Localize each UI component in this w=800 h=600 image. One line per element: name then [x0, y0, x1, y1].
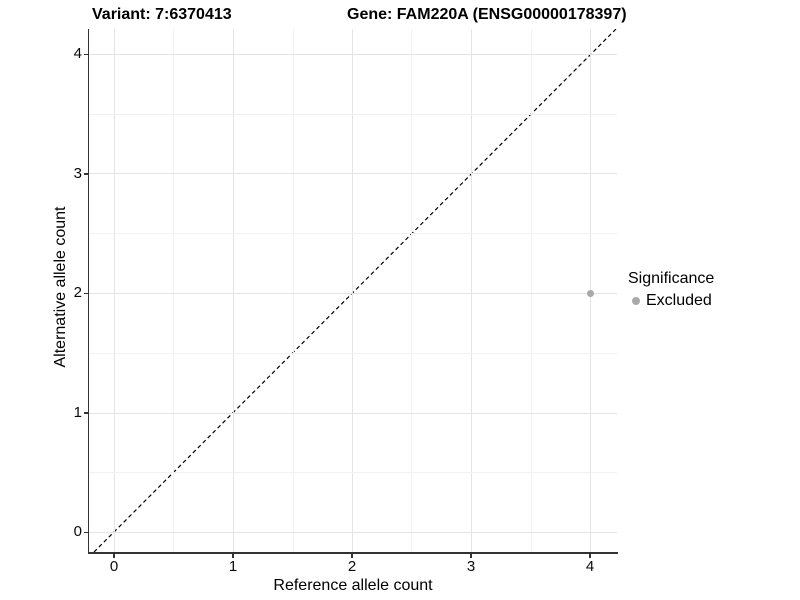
- gridline-minor: [173, 29, 174, 552]
- legend-item-label: Excluded: [646, 292, 712, 309]
- y-axis-line: [87, 29, 89, 554]
- gridline-minor: [531, 29, 532, 552]
- data-point: [586, 289, 594, 297]
- legend: Significance Excluded: [628, 269, 798, 310]
- gridline-major: [89, 532, 617, 533]
- y-tick: [84, 292, 89, 294]
- x-tick-label: 3: [466, 558, 476, 575]
- gridline-minor: [411, 29, 412, 552]
- identity-dashed-line: [93, 29, 617, 552]
- x-tick: [113, 553, 115, 558]
- gridline-minor: [89, 233, 617, 234]
- gridline-minor: [89, 472, 617, 473]
- y-tick-label: 2: [73, 284, 82, 301]
- x-tick: [232, 553, 234, 558]
- gridline-major: [233, 29, 234, 552]
- gridline-major: [89, 413, 617, 414]
- y-tick: [84, 173, 89, 175]
- y-tick-label: 4: [73, 45, 82, 62]
- x-tick: [351, 553, 353, 558]
- x-tick: [589, 553, 591, 558]
- excluded-point-icon: [632, 297, 640, 305]
- y-tick-label: 1: [73, 404, 82, 421]
- y-tick-label: 3: [73, 165, 82, 182]
- gridline-major: [114, 29, 115, 552]
- y-tick: [84, 412, 89, 414]
- y-tick-label: 0: [73, 523, 82, 540]
- plot-title-variant: Variant: 7:6370413: [92, 6, 232, 23]
- gridline-minor: [293, 29, 294, 552]
- x-tick-label: 4: [585, 558, 595, 575]
- y-tick: [84, 53, 89, 55]
- y-tick: [84, 531, 89, 533]
- x-tick-label: 1: [228, 558, 238, 575]
- gridline-major: [89, 54, 617, 55]
- x-tick: [470, 553, 472, 558]
- gridline-major: [89, 293, 617, 294]
- y-axis-title: Alternative allele count: [52, 206, 69, 368]
- x-tick-label: 0: [109, 558, 119, 575]
- gridline-minor: [89, 114, 617, 115]
- legend-item-excluded: Excluded: [628, 292, 798, 310]
- plot-panel: [89, 29, 617, 552]
- gridline-minor: [89, 353, 617, 354]
- x-axis-title: Reference allele count: [273, 577, 433, 594]
- gridline-major: [352, 29, 353, 552]
- x-axis-line: [87, 552, 618, 554]
- legend-title: Significance: [628, 270, 715, 287]
- gridline-major: [89, 173, 617, 174]
- gridline-major: [471, 29, 472, 552]
- x-tick-label: 2: [347, 558, 357, 575]
- plot-title-gene: Gene: FAM220A (ENSG00000178397): [347, 6, 627, 23]
